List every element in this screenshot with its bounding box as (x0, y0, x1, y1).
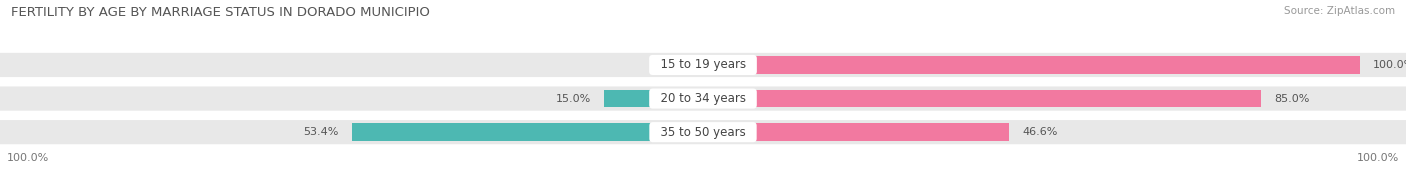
Text: 46.6%: 46.6% (1022, 127, 1057, 137)
Text: 100.0%: 100.0% (7, 153, 49, 163)
Text: 100.0%: 100.0% (1357, 153, 1399, 163)
Bar (605, 90, 703, 107)
Text: 53.4%: 53.4% (304, 127, 339, 137)
Bar (703, 90, 1261, 107)
Text: 35 to 50 years: 35 to 50 years (652, 126, 754, 139)
Text: 15 to 19 years: 15 to 19 years (652, 58, 754, 72)
Text: 100.0%: 100.0% (1374, 60, 1406, 70)
Text: 85.0%: 85.0% (1275, 93, 1310, 103)
FancyBboxPatch shape (0, 53, 1406, 77)
Text: 0.0%: 0.0% (662, 60, 690, 70)
Bar (703, 56, 1360, 74)
Bar (703, 123, 1010, 141)
Text: Source: ZipAtlas.com: Source: ZipAtlas.com (1284, 6, 1395, 16)
Text: FERTILITY BY AGE BY MARRIAGE STATUS IN DORADO MUNICIPIO: FERTILITY BY AGE BY MARRIAGE STATUS IN D… (11, 6, 430, 19)
FancyBboxPatch shape (0, 120, 1406, 144)
FancyBboxPatch shape (0, 86, 1406, 111)
Text: 15.0%: 15.0% (555, 93, 592, 103)
Bar (352, 123, 703, 141)
Text: 20 to 34 years: 20 to 34 years (652, 92, 754, 105)
